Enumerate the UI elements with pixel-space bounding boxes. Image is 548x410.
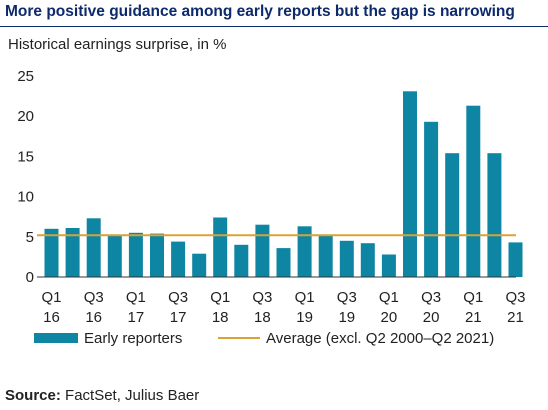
bar-q1-18 <box>213 217 228 277</box>
x-tick-label-quarter: Q3 <box>252 289 272 306</box>
x-tick-label-quarter: Q3 <box>337 289 357 306</box>
x-tick-label-year: 19 <box>296 309 313 326</box>
legend-label-early-reporters: Early reporters <box>84 330 182 347</box>
x-tick-label-year: 17 <box>128 309 145 326</box>
bar-q4-19 <box>360 243 375 277</box>
x-tick-label-quarter: Q1 <box>210 289 230 306</box>
bar-q3-21 <box>508 242 523 277</box>
y-tick-label: 0 <box>26 269 34 286</box>
x-tick-label-year: 20 <box>423 309 440 326</box>
y-tick-label: 25 <box>17 68 34 85</box>
x-tick-label-quarter: Q1 <box>295 289 315 306</box>
x-tick-label-year: 21 <box>507 309 524 326</box>
y-tick-label: 5 <box>26 229 34 246</box>
x-tick-label-quarter: Q1 <box>126 289 146 306</box>
y-tick-label: 20 <box>17 108 34 125</box>
bar-chart: 0 5 10 15 20 25 Q1 16 Q3 16 Q1 17 Q3 17 Q1 18 Q3 18 Q1 19 Q3… <box>17 68 525 347</box>
x-tick-label-quarter: Q3 <box>421 289 441 306</box>
bar-q1-19 <box>297 226 312 277</box>
bar-q3-17 <box>171 241 186 277</box>
source-text: FactSet, Julius Baer <box>65 387 200 404</box>
x-tick-label-year: 21 <box>465 309 482 326</box>
source-label: Source: <box>5 387 61 404</box>
source-note: Source: FactSet, Julius Baer <box>5 387 199 404</box>
bar-q2-20 <box>403 91 417 277</box>
bar-q2-19 <box>318 236 333 277</box>
bar-q1-21 <box>466 105 481 277</box>
bar-q3-19 <box>339 240 354 277</box>
bar-q4-20 <box>445 153 460 277</box>
bar-q1-16 <box>44 228 59 277</box>
bar-q4-16 <box>107 236 122 277</box>
bar-q1-17 <box>128 232 143 277</box>
x-tick-label-year: 20 <box>381 309 398 326</box>
y-tick-label: 15 <box>17 148 34 165</box>
x-tick-label-year: 16 <box>85 309 102 326</box>
bar-q2-16 <box>65 228 80 277</box>
bar-q4-17 <box>192 253 207 277</box>
bar-q3-20 <box>424 121 439 277</box>
x-tick-label-quarter: Q3 <box>84 289 104 306</box>
x-tick-label-quarter: Q1 <box>463 289 483 306</box>
y-axis-label: Historical earnings surprise, in % <box>8 36 227 53</box>
y-tick-label: 10 <box>17 189 34 206</box>
x-tick-label-quarter: Q3 <box>168 289 188 306</box>
bar-q3-16 <box>86 218 101 277</box>
x-tick-label-year: 18 <box>212 309 229 326</box>
title-rule <box>0 26 548 27</box>
x-tick-label-quarter: Q1 <box>41 289 61 306</box>
bar-q3-18 <box>255 224 270 277</box>
legend-swatch-early-reporters <box>34 333 78 343</box>
bar-q2-18 <box>234 244 249 277</box>
x-tick-label-year: 16 <box>43 309 60 326</box>
bar-q2-17 <box>150 233 164 277</box>
bar-q1-20 <box>381 254 396 277</box>
bar-q4-18 <box>276 248 291 277</box>
x-tick-label-quarter: Q3 <box>505 289 525 306</box>
x-tick-label-year: 17 <box>170 309 187 326</box>
x-tick-label-quarter: Q1 <box>379 289 399 306</box>
x-tick-label-year: 19 <box>338 309 355 326</box>
bar-q2-21 <box>487 153 502 277</box>
chart-title: More positive guidance among early repor… <box>5 3 515 20</box>
legend-label-average: Average (excl. Q2 2000–Q2 2021) <box>266 330 494 347</box>
x-tick-label-year: 18 <box>254 309 271 326</box>
